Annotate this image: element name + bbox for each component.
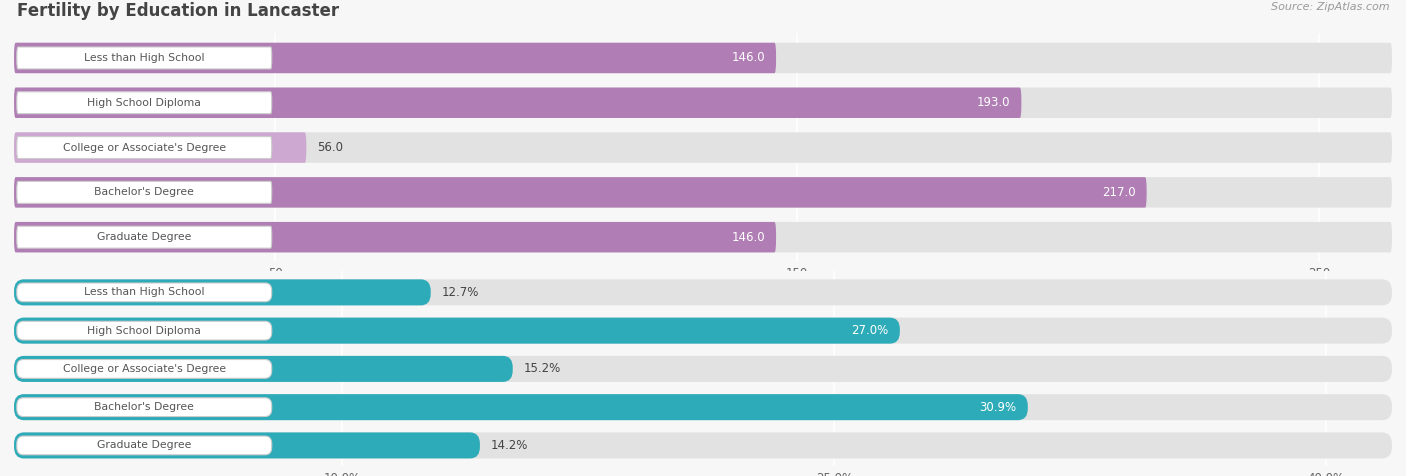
Text: Graduate Degree: Graduate Degree (97, 440, 191, 450)
FancyBboxPatch shape (14, 356, 513, 382)
FancyBboxPatch shape (14, 394, 1392, 420)
Text: College or Associate's Degree: College or Associate's Degree (63, 364, 226, 374)
Text: 14.2%: 14.2% (491, 439, 529, 452)
Text: Less than High School: Less than High School (84, 288, 204, 298)
FancyBboxPatch shape (17, 47, 271, 69)
Text: Fertility by Education in Lancaster: Fertility by Education in Lancaster (17, 2, 339, 20)
FancyBboxPatch shape (17, 321, 271, 340)
FancyBboxPatch shape (14, 177, 1147, 208)
Text: High School Diploma: High School Diploma (87, 326, 201, 336)
Text: Less than High School: Less than High School (84, 53, 204, 63)
FancyBboxPatch shape (17, 137, 271, 159)
FancyBboxPatch shape (17, 398, 271, 416)
FancyBboxPatch shape (14, 317, 1392, 344)
FancyBboxPatch shape (14, 132, 307, 163)
FancyBboxPatch shape (17, 226, 271, 248)
Text: 56.0: 56.0 (318, 141, 343, 154)
Text: College or Associate's Degree: College or Associate's Degree (63, 142, 226, 153)
FancyBboxPatch shape (14, 279, 430, 306)
FancyBboxPatch shape (14, 279, 1392, 306)
Text: 15.2%: 15.2% (524, 362, 561, 376)
Text: Bachelor's Degree: Bachelor's Degree (94, 188, 194, 198)
FancyBboxPatch shape (14, 132, 1392, 163)
FancyBboxPatch shape (17, 92, 271, 114)
FancyBboxPatch shape (14, 222, 1392, 252)
FancyBboxPatch shape (14, 88, 1021, 118)
FancyBboxPatch shape (14, 356, 1392, 382)
Text: High School Diploma: High School Diploma (87, 98, 201, 108)
FancyBboxPatch shape (17, 359, 271, 378)
Text: 27.0%: 27.0% (852, 324, 889, 337)
FancyBboxPatch shape (14, 394, 1028, 420)
Text: 146.0: 146.0 (731, 51, 765, 64)
FancyBboxPatch shape (14, 43, 776, 73)
Text: 193.0: 193.0 (977, 96, 1011, 109)
Text: Graduate Degree: Graduate Degree (97, 232, 191, 242)
FancyBboxPatch shape (14, 177, 1392, 208)
Text: 30.9%: 30.9% (980, 401, 1017, 414)
Text: 146.0: 146.0 (731, 231, 765, 244)
FancyBboxPatch shape (14, 432, 479, 458)
Text: Source: ZipAtlas.com: Source: ZipAtlas.com (1271, 2, 1389, 12)
FancyBboxPatch shape (14, 43, 1392, 73)
FancyBboxPatch shape (17, 283, 271, 302)
FancyBboxPatch shape (14, 88, 1392, 118)
Text: 217.0: 217.0 (1102, 186, 1136, 199)
Text: Bachelor's Degree: Bachelor's Degree (94, 402, 194, 412)
FancyBboxPatch shape (14, 317, 900, 344)
FancyBboxPatch shape (17, 436, 271, 455)
Text: 12.7%: 12.7% (441, 286, 479, 299)
FancyBboxPatch shape (14, 432, 1392, 458)
FancyBboxPatch shape (17, 181, 271, 203)
FancyBboxPatch shape (14, 222, 776, 252)
